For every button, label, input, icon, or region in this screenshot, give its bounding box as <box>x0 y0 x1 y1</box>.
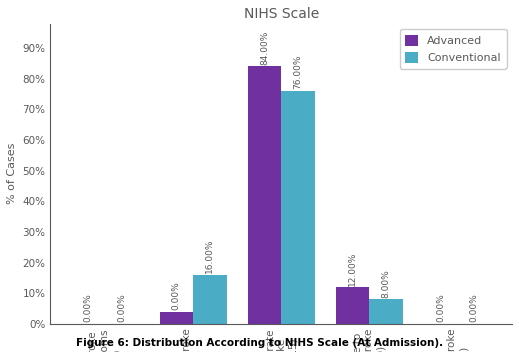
Bar <box>370 299 403 324</box>
Text: 0.00%: 0.00% <box>117 294 126 322</box>
Text: Figure 6: Distribution According to NIHS Scale (At Admission).: Figure 6: Distribution According to NIHS… <box>76 339 443 348</box>
Title: NIHS Scale: NIHS Scale <box>243 7 319 21</box>
Text: 76.00%: 76.00% <box>293 55 303 89</box>
Bar <box>193 275 226 324</box>
Text: 0.00%: 0.00% <box>436 294 445 322</box>
Bar <box>159 312 193 324</box>
Bar <box>248 67 281 324</box>
Legend: Advanced, Conventional: Advanced, Conventional <box>400 29 507 69</box>
Text: 0.00%: 0.00% <box>470 294 479 322</box>
Text: 12.00%: 12.00% <box>348 251 357 285</box>
Y-axis label: % of Cases: % of Cases <box>7 143 17 205</box>
Bar <box>336 287 370 324</box>
Text: 84.00%: 84.00% <box>260 31 269 65</box>
Text: 16.00%: 16.00% <box>206 239 214 273</box>
Text: 8.00%: 8.00% <box>381 269 391 298</box>
Text: 0.00%: 0.00% <box>84 294 92 322</box>
Bar <box>281 91 315 324</box>
Text: 0.00%: 0.00% <box>172 281 181 310</box>
